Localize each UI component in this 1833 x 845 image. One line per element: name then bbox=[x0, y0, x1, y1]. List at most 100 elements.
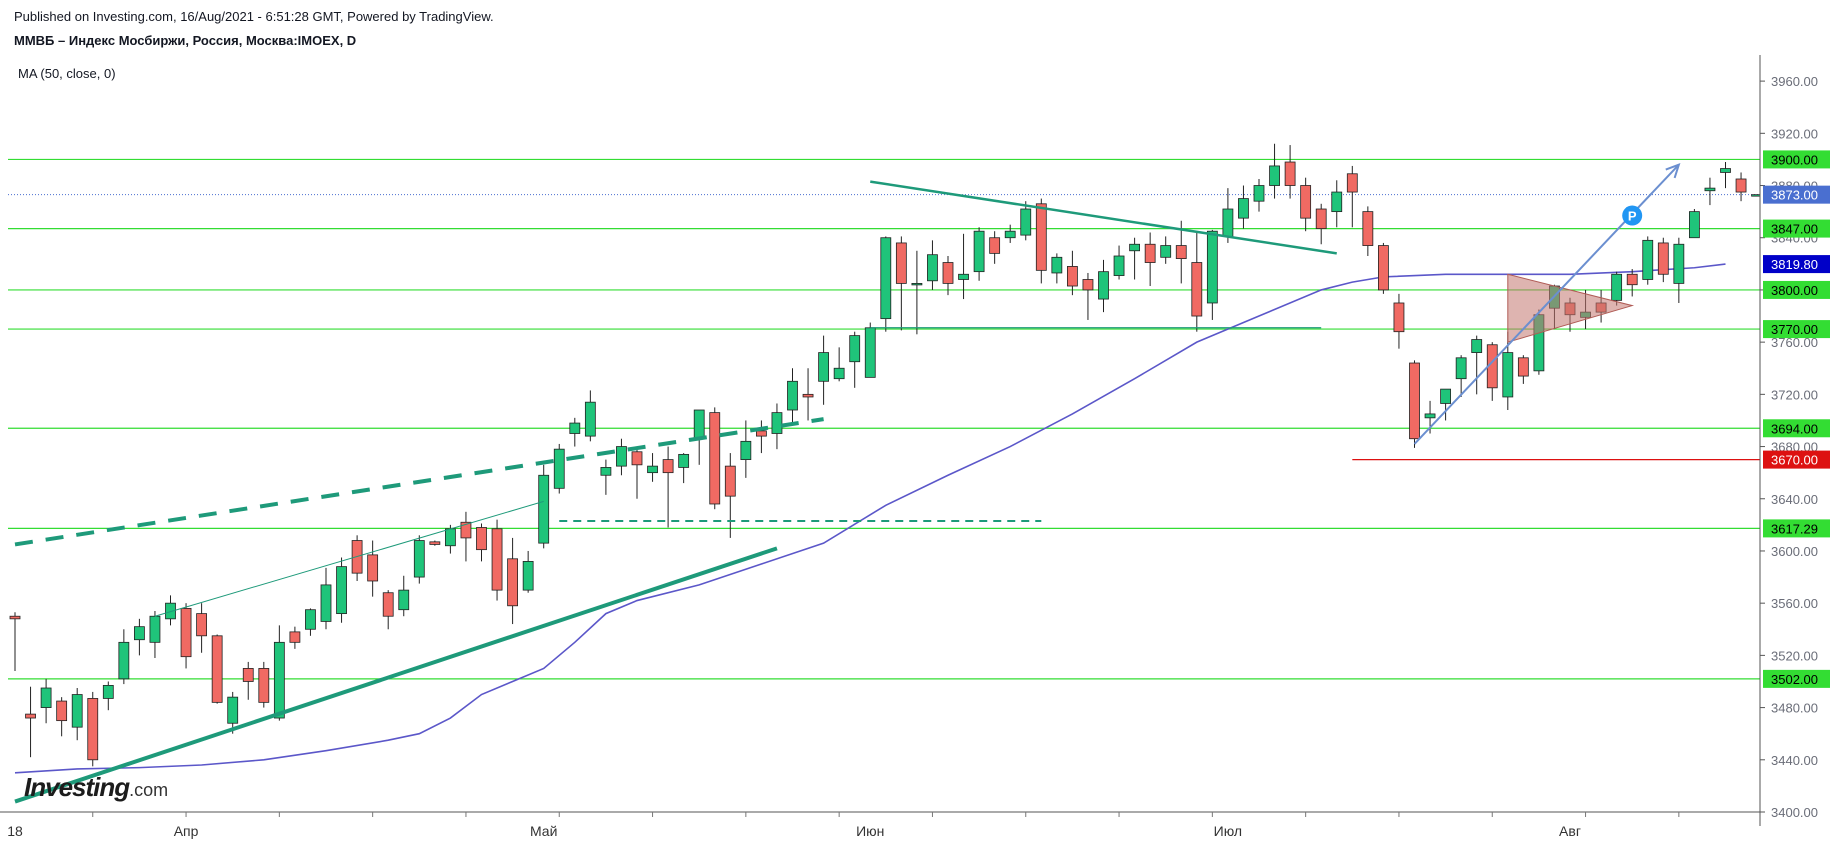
candle-body-down bbox=[1175, 245, 1187, 260]
candle-body-up bbox=[864, 327, 876, 378]
p-marker bbox=[1622, 205, 1643, 226]
candle-body-up bbox=[538, 474, 550, 544]
candle-body-down bbox=[429, 541, 441, 545]
candle-body-up bbox=[273, 641, 285, 719]
candle bbox=[165, 595, 176, 626]
candle-body-up bbox=[771, 412, 783, 434]
price-tick-label: 3760.00 bbox=[1771, 335, 1818, 350]
candle-body-up bbox=[1751, 194, 1760, 197]
arrow-head bbox=[1665, 162, 1681, 179]
candle bbox=[398, 575, 410, 617]
candle bbox=[1269, 143, 1280, 199]
candle bbox=[1144, 232, 1156, 287]
candle bbox=[1362, 206, 1374, 256]
candle bbox=[1175, 220, 1187, 284]
candle bbox=[1113, 245, 1125, 280]
candle-body-up bbox=[1331, 191, 1343, 213]
candle bbox=[973, 227, 985, 281]
candle bbox=[258, 661, 270, 708]
candle-body-down bbox=[1284, 161, 1296, 186]
candle-body-up bbox=[1020, 208, 1032, 236]
candle-body-up bbox=[1253, 185, 1265, 202]
candle bbox=[1455, 355, 1467, 397]
candle bbox=[849, 331, 861, 388]
ma-value-badge: 3819.80 bbox=[1771, 257, 1818, 272]
current-price-badge: 3873.00 bbox=[1771, 188, 1818, 203]
candle bbox=[1735, 172, 1747, 202]
candle-body-up bbox=[227, 696, 239, 724]
logo-brand: Investing bbox=[24, 772, 130, 802]
candle-body-down bbox=[1191, 262, 1203, 317]
candle bbox=[413, 535, 425, 584]
candle-body-up bbox=[1098, 271, 1109, 300]
time-tick-label: Июн bbox=[856, 823, 884, 839]
candle-body-up bbox=[1611, 273, 1623, 301]
ma50-line bbox=[14, 263, 1726, 774]
candle-body-up bbox=[1673, 243, 1685, 284]
candle-body-down bbox=[631, 451, 643, 466]
candle bbox=[1657, 237, 1669, 283]
candle-body-up bbox=[1160, 245, 1172, 258]
candle-body-up bbox=[1471, 339, 1483, 353]
candle bbox=[958, 233, 969, 300]
candle-body-down bbox=[662, 459, 674, 474]
candle bbox=[1035, 198, 1047, 284]
candle-body-up bbox=[71, 694, 83, 728]
level-badge: 3694.00 bbox=[1771, 421, 1818, 436]
candle-body-up bbox=[1113, 255, 1125, 276]
time-tick-label: Июл bbox=[1214, 823, 1242, 839]
candle-body-up bbox=[1051, 256, 1063, 274]
candle bbox=[1300, 177, 1312, 232]
candle bbox=[1642, 236, 1654, 285]
candle bbox=[787, 368, 798, 426]
candle-body-up bbox=[1720, 168, 1731, 173]
candle bbox=[522, 550, 534, 593]
candle-body-down bbox=[460, 521, 472, 539]
level-badge: 3800.00 bbox=[1771, 283, 1818, 298]
candle bbox=[56, 697, 68, 737]
trendline-support bbox=[14, 546, 778, 804]
candle-body-down bbox=[491, 528, 503, 591]
candle-body-up bbox=[305, 609, 316, 630]
candle bbox=[600, 459, 612, 495]
candle-body-up bbox=[927, 254, 938, 282]
candle-body-up bbox=[911, 283, 923, 286]
candle-body-up bbox=[40, 687, 52, 708]
candle bbox=[227, 691, 239, 734]
candle bbox=[833, 347, 845, 382]
candle bbox=[1160, 236, 1172, 264]
candle bbox=[1004, 224, 1016, 243]
candle-body-down bbox=[1067, 266, 1078, 287]
level-badge-bg bbox=[1763, 419, 1830, 438]
candle bbox=[9, 612, 21, 672]
candle-body-up bbox=[973, 230, 985, 273]
candle-body-up bbox=[1206, 230, 1218, 304]
candle-body-up bbox=[1502, 352, 1514, 398]
candle bbox=[289, 626, 301, 649]
candle bbox=[336, 557, 347, 623]
candle bbox=[1222, 188, 1234, 243]
candle-body-up bbox=[740, 440, 752, 461]
candle-body-down bbox=[1035, 203, 1047, 271]
level-badge: 3617.29 bbox=[1771, 521, 1818, 536]
candle bbox=[538, 464, 550, 549]
candle-body-down bbox=[756, 430, 767, 437]
price-tick-label: 3440.00 bbox=[1771, 753, 1818, 768]
candle-body-up bbox=[818, 352, 829, 382]
candle bbox=[1315, 203, 1327, 245]
candle bbox=[196, 603, 208, 653]
candle-body-down bbox=[1082, 279, 1094, 291]
candle bbox=[1253, 178, 1265, 212]
candle bbox=[1346, 165, 1358, 228]
candle bbox=[584, 390, 596, 442]
current-price-badge-bg bbox=[1763, 185, 1830, 204]
candle-body-down bbox=[1735, 178, 1747, 193]
candle-body-down bbox=[382, 592, 394, 617]
candle-body-down bbox=[802, 393, 814, 398]
candle-body-down bbox=[709, 412, 721, 505]
candle bbox=[507, 537, 519, 625]
candle bbox=[40, 678, 52, 724]
price-tick-label: 3560.00 bbox=[1771, 596, 1818, 611]
candle-body-down bbox=[87, 698, 99, 761]
